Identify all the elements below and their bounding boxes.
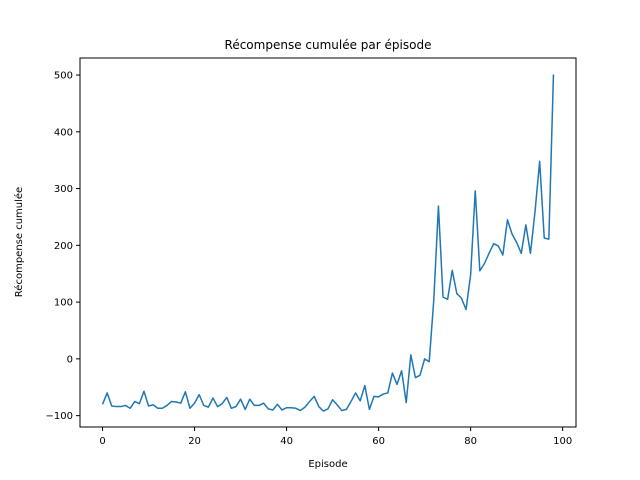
x-axis-ticks: 0 20 40 60 80 100 xyxy=(99,427,572,447)
y-tick-label: 0 xyxy=(67,354,73,365)
x-axis-label: Episode xyxy=(308,459,347,470)
y-tick-label: −100 xyxy=(46,411,73,422)
x-tick-label: 0 xyxy=(99,436,105,447)
chart-title: Récompense cumulée par épisode xyxy=(225,38,432,52)
axes-frame xyxy=(79,57,577,428)
x-tick-label: 40 xyxy=(280,436,293,447)
y-axis-ticks: −100 0 100 200 300 400 500 xyxy=(46,71,80,422)
y-tick-label: 300 xyxy=(54,184,73,195)
x-tick-label: 100 xyxy=(553,436,572,447)
y-tick-label: 200 xyxy=(54,241,73,252)
y-tick-label: 100 xyxy=(54,298,73,309)
y-axis-label: Récompense cumulée xyxy=(13,187,25,297)
x-tick-label: 80 xyxy=(464,436,477,447)
y-tick-label: 400 xyxy=(54,127,73,138)
series-line xyxy=(101,74,555,412)
plot-area xyxy=(101,74,555,412)
y-tick-label: 500 xyxy=(54,71,73,82)
x-tick-label: 20 xyxy=(188,436,201,447)
x-tick-label: 60 xyxy=(372,436,385,447)
